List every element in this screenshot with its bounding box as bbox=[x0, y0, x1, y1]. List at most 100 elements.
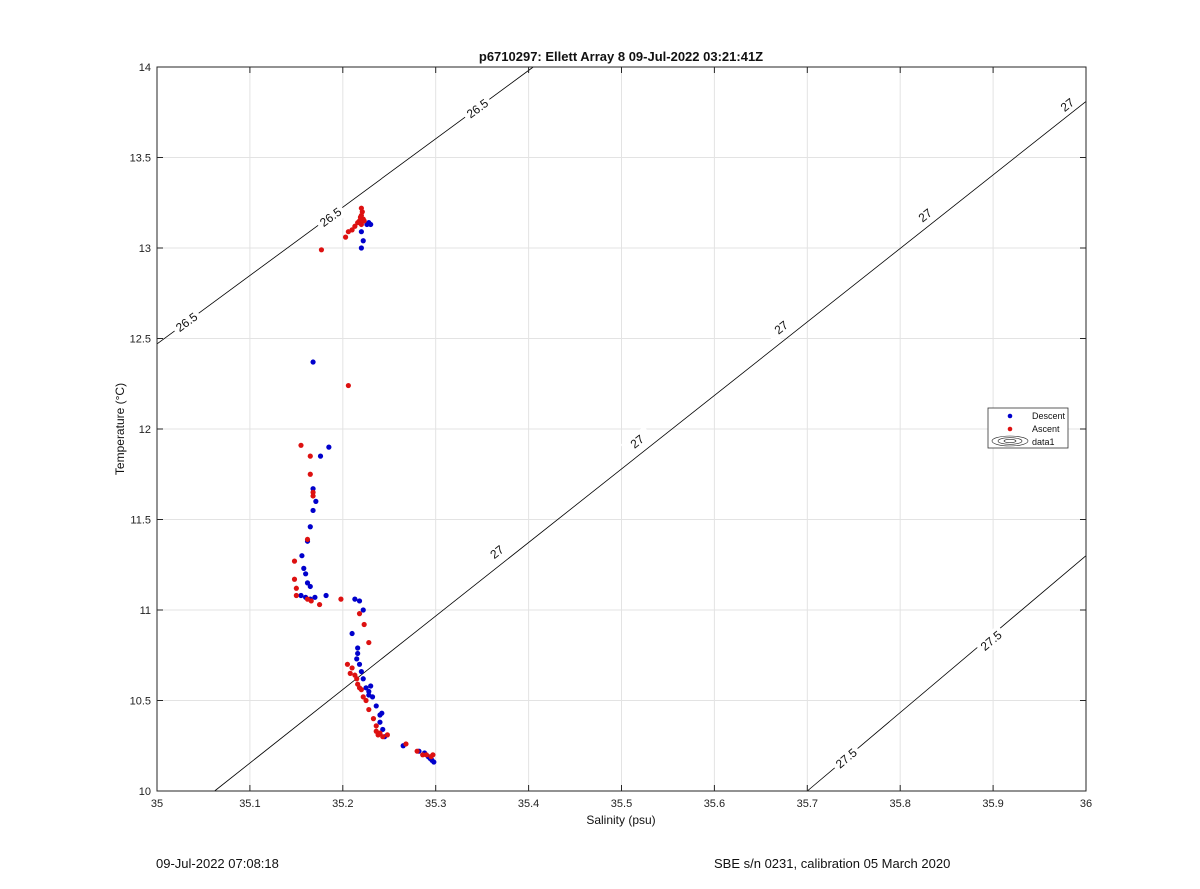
isopycnal-label-bg bbox=[620, 426, 655, 458]
descent-point bbox=[307, 524, 313, 530]
ascent-point bbox=[308, 598, 314, 604]
axis-ticks: 35 35.1 35.2 35.3 35.4 35.5 35.6 35.7 35.8 35.9 36… bbox=[130, 62, 1093, 810]
descent-point bbox=[373, 703, 379, 709]
ascent-point bbox=[349, 665, 355, 671]
descent-point bbox=[352, 596, 358, 602]
isopycnal-label-bg bbox=[908, 199, 943, 232]
isopycnal-label-bg bbox=[169, 306, 204, 338]
descent-point bbox=[358, 668, 364, 675]
ascent-point bbox=[423, 752, 430, 758]
ascent-point bbox=[316, 601, 323, 608]
ascent-point bbox=[414, 748, 420, 754]
footer-calibration: SBE s/n 0231, calibration 05 March 2020 bbox=[714, 856, 951, 871]
descent-point bbox=[298, 592, 304, 599]
ascent-point bbox=[361, 218, 367, 224]
descent-point bbox=[431, 759, 437, 765]
x-axis-label: Salinity (psu) bbox=[586, 813, 655, 827]
isopycnal-label-bg bbox=[460, 93, 495, 124]
ascent-point bbox=[363, 697, 369, 704]
ascent-point bbox=[342, 234, 349, 240]
ascent-point bbox=[310, 489, 316, 495]
ascent-point bbox=[420, 752, 426, 758]
descent-point bbox=[323, 592, 329, 599]
ascent-point bbox=[370, 716, 377, 722]
ascent-point bbox=[358, 221, 364, 228]
descent-point bbox=[310, 359, 316, 365]
ascent-point bbox=[291, 576, 298, 582]
x-tick-label: 35 bbox=[151, 798, 163, 810]
descent-point bbox=[380, 726, 386, 733]
legend-contour-icon bbox=[991, 435, 1029, 447]
descent-point bbox=[354, 656, 360, 662]
ascent-point bbox=[293, 585, 299, 591]
descent-point bbox=[307, 583, 313, 590]
ascent-point bbox=[345, 229, 351, 235]
descent-point bbox=[369, 694, 376, 700]
y-tick-label: 12.5 bbox=[130, 334, 151, 346]
ascent-point bbox=[360, 694, 366, 700]
isopycnal-label-bg bbox=[313, 201, 348, 233]
descent-point bbox=[313, 498, 319, 504]
ascent-point bbox=[358, 687, 364, 693]
x-tick-label: 35.8 bbox=[889, 798, 910, 810]
descent-point bbox=[304, 580, 311, 586]
descent-point bbox=[358, 229, 364, 235]
ascent-point bbox=[366, 706, 372, 713]
descent-point bbox=[358, 245, 364, 251]
descent-point bbox=[368, 683, 374, 689]
ascent-point bbox=[318, 247, 325, 253]
isopycnal-label-bg bbox=[974, 624, 1008, 657]
descent-point bbox=[363, 685, 369, 691]
descent-point bbox=[317, 453, 324, 459]
chart-title: p6710297: Ellett Array 8 09-Jul-2022 03:… bbox=[479, 49, 763, 64]
y-tick-label: 14 bbox=[139, 62, 151, 74]
ascent-point bbox=[293, 592, 299, 599]
data-points bbox=[291, 205, 437, 765]
descent-point bbox=[356, 598, 363, 604]
isopycnal-label-bg bbox=[764, 312, 799, 344]
ascent-point bbox=[345, 382, 351, 389]
y-tick-label: 11.5 bbox=[130, 515, 151, 527]
descent-point bbox=[299, 553, 305, 559]
ascent-point bbox=[352, 223, 358, 229]
x-tick-label: 35.4 bbox=[518, 798, 539, 810]
descent-point bbox=[326, 444, 332, 450]
descent-point bbox=[349, 630, 355, 637]
descent-point bbox=[356, 661, 363, 667]
ascent-point bbox=[403, 741, 409, 747]
legend-data1-label: data1 bbox=[1032, 437, 1055, 447]
x-tick-label: 35.2 bbox=[332, 798, 353, 810]
ascent-point bbox=[373, 723, 379, 729]
descent-point bbox=[360, 238, 366, 244]
ascent-point bbox=[377, 730, 383, 736]
descent-point bbox=[355, 650, 361, 657]
x-tick-label: 35.6 bbox=[704, 798, 725, 810]
y-axis-label: Temperature (°C) bbox=[113, 383, 127, 475]
descent-point bbox=[312, 594, 318, 600]
x-tick-label: 35.5 bbox=[611, 798, 632, 810]
y-tick-label: 10 bbox=[139, 786, 151, 798]
ascent-point bbox=[310, 493, 316, 499]
legend: Descent Ascent data1 bbox=[987, 407, 1069, 449]
y-tick-label: 10.5 bbox=[130, 696, 151, 708]
legend-ascent-marker bbox=[1007, 426, 1013, 432]
y-tick-label: 11 bbox=[140, 605, 151, 617]
x-tick-label: 35.3 bbox=[425, 798, 446, 810]
ascent-point bbox=[304, 536, 311, 543]
isopycnal-line bbox=[214, 101, 1087, 792]
x-tick-label: 35.1 bbox=[239, 798, 260, 810]
ascent-point bbox=[354, 676, 360, 682]
x-tick-label: 35.7 bbox=[797, 798, 818, 810]
descent-point bbox=[368, 221, 374, 228]
x-tick-label: 36 bbox=[1080, 798, 1092, 810]
descent-point bbox=[377, 719, 383, 725]
y-tick-label: 13.5 bbox=[130, 153, 151, 165]
ascent-point bbox=[380, 734, 386, 740]
ascent-point bbox=[366, 639, 372, 646]
descent-point bbox=[366, 688, 372, 695]
footer-timestamp: 09-Jul-2022 07:08:18 bbox=[156, 856, 279, 871]
descent-point bbox=[360, 607, 366, 613]
descent-point bbox=[355, 645, 361, 651]
